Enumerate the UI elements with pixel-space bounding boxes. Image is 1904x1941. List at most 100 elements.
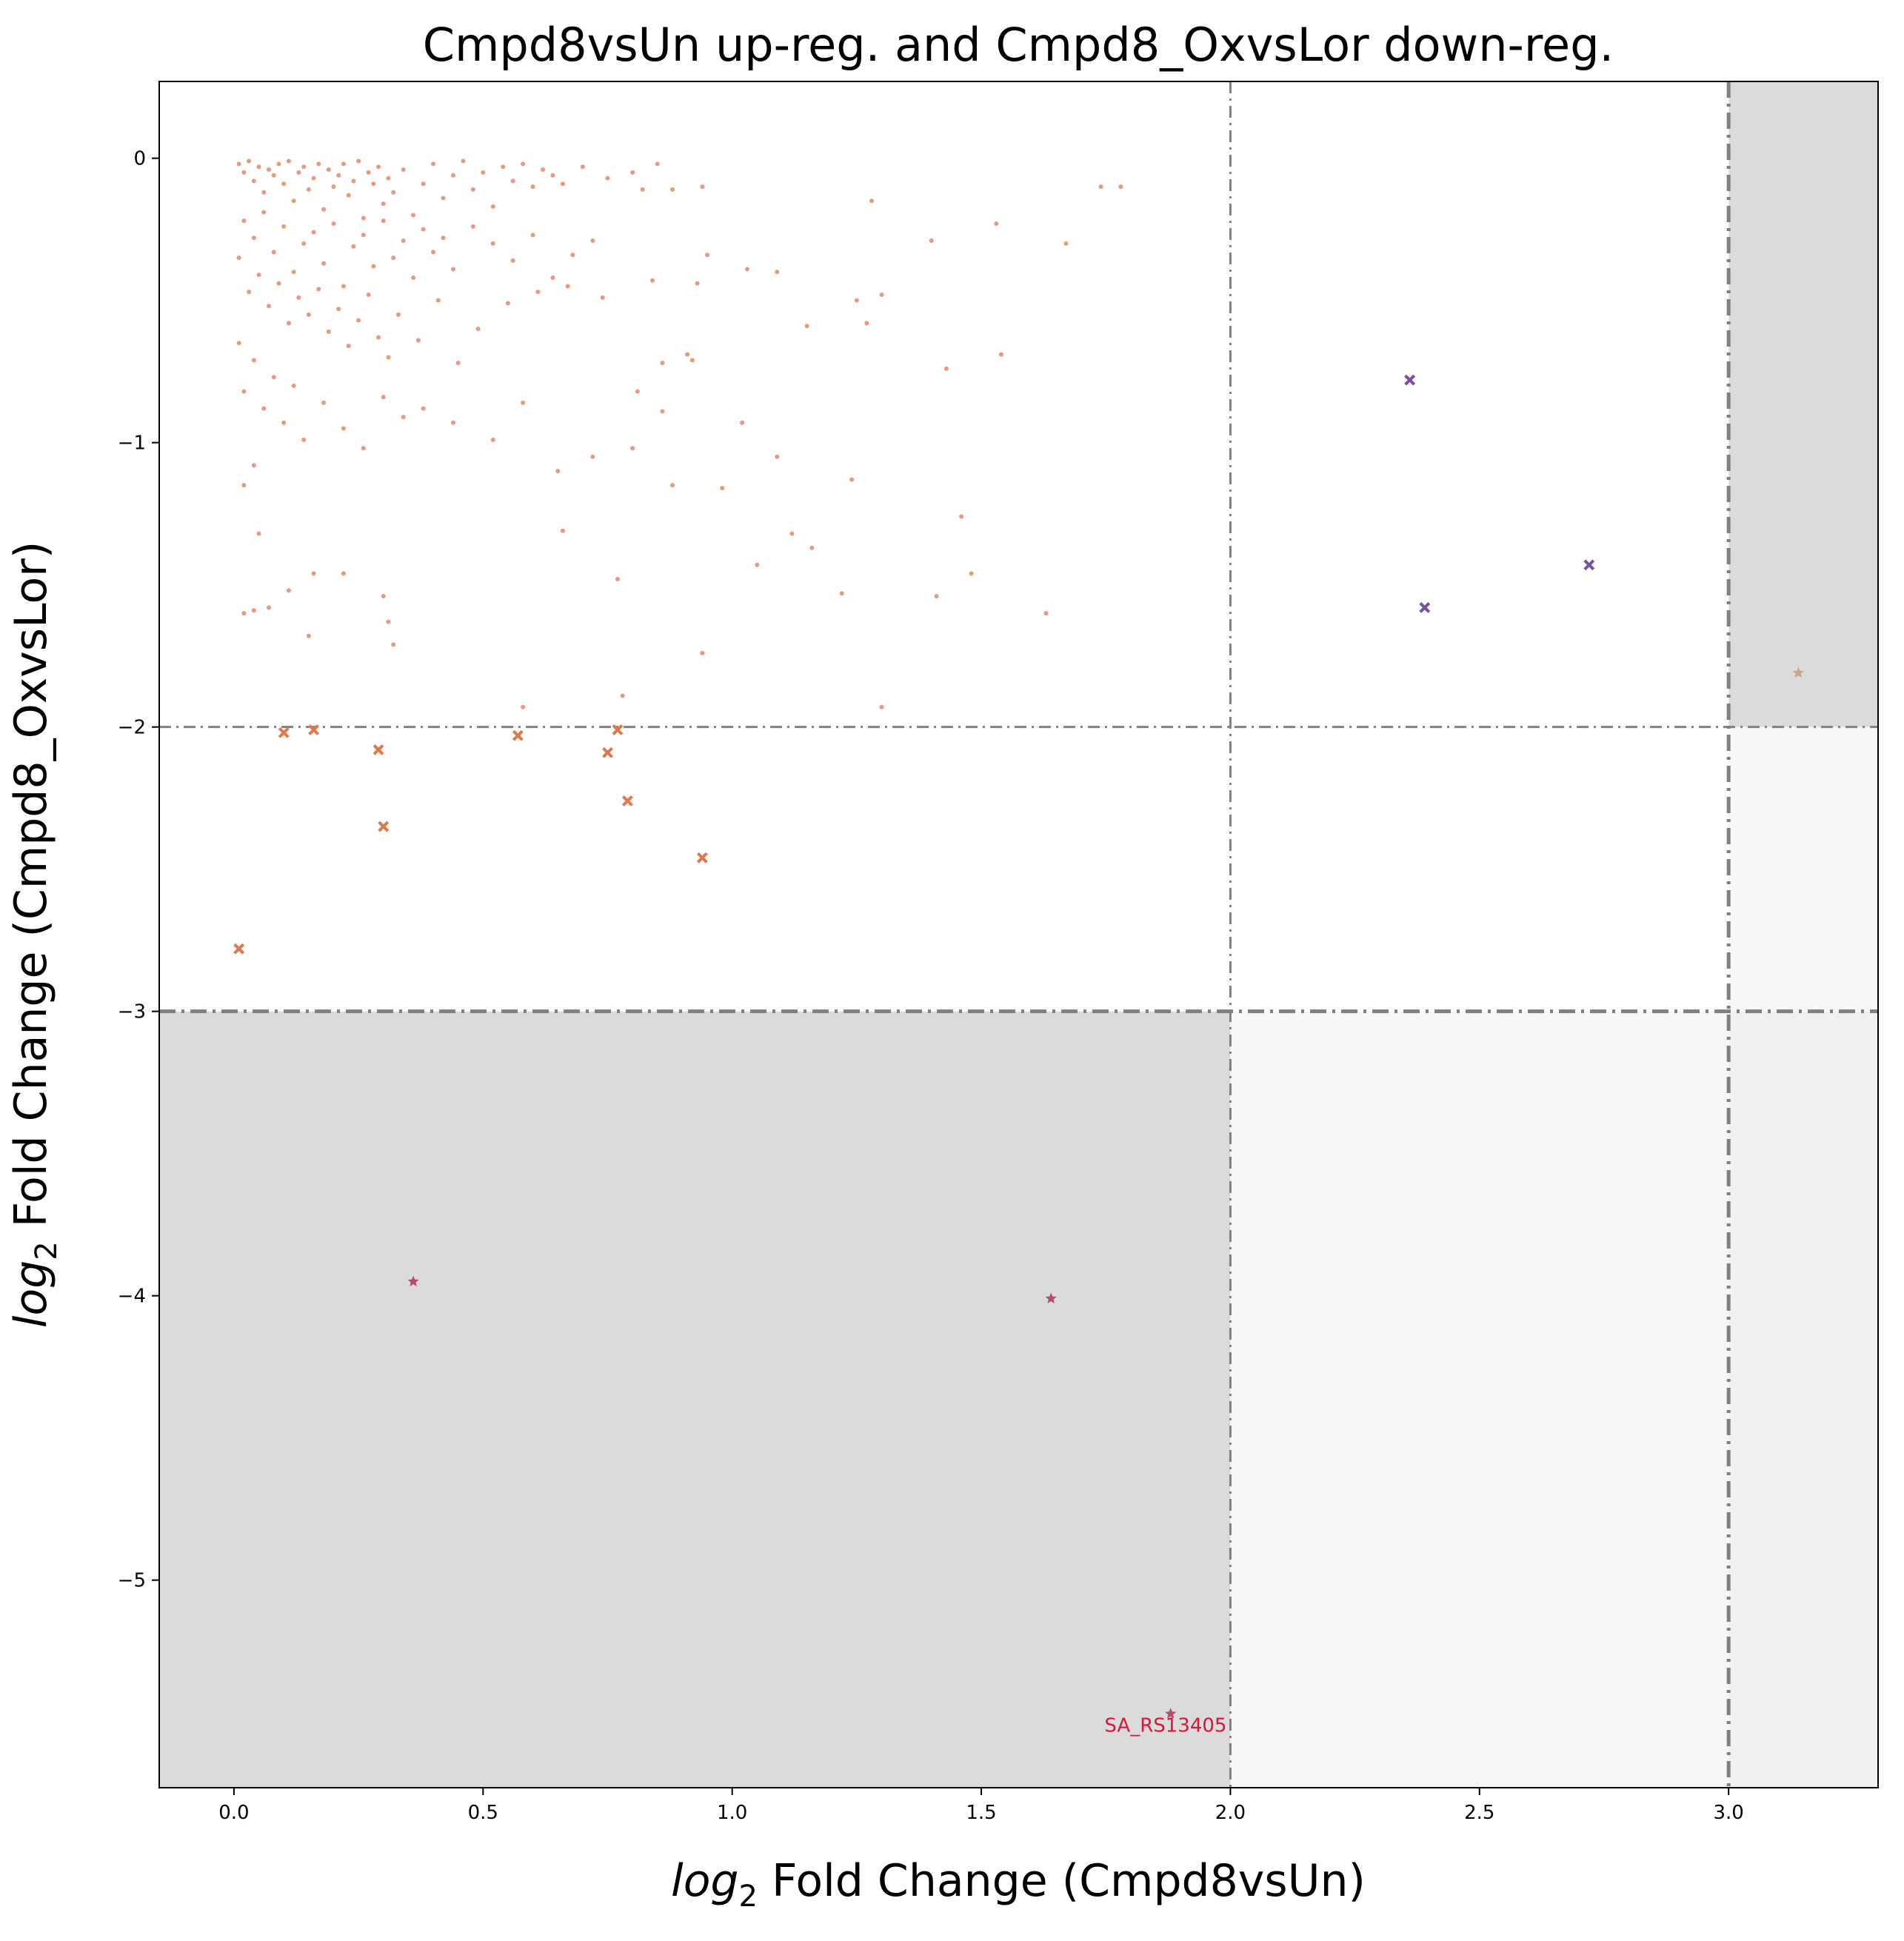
data-point	[341, 284, 346, 289]
data-point	[630, 446, 635, 451]
data-point	[306, 312, 311, 317]
data-point	[371, 264, 376, 269]
data-point	[934, 594, 939, 599]
data-points	[233, 158, 1804, 1719]
data-point	[1118, 184, 1123, 190]
x-tick-label: 1.5	[966, 1802, 996, 1824]
data-point-star-marker	[407, 1275, 419, 1286]
data-point	[809, 545, 815, 550]
data-point	[281, 224, 287, 229]
data-point	[530, 184, 535, 190]
shaded-region	[1728, 81, 1878, 727]
data-point	[565, 284, 570, 289]
data-point	[286, 321, 291, 326]
data-point	[1063, 241, 1069, 246]
data-point	[371, 181, 376, 187]
data-point	[640, 187, 645, 192]
data-point	[261, 406, 267, 411]
shaded-regions	[159, 81, 1878, 1788]
data-point-star-marker	[1045, 1292, 1057, 1303]
data-point	[267, 304, 272, 309]
data-point	[286, 588, 291, 593]
data-point	[271, 173, 276, 178]
data-point	[929, 238, 934, 244]
data-point	[660, 409, 665, 414]
data-point	[839, 591, 844, 596]
data-point	[510, 178, 515, 184]
data-point	[505, 301, 510, 306]
data-point	[251, 358, 256, 363]
data-point	[1043, 611, 1049, 616]
y-tick-label: −5	[118, 1570, 146, 1592]
data-point	[321, 207, 327, 212]
data-point	[705, 253, 710, 258]
data-point	[590, 238, 595, 244]
data-point	[241, 170, 247, 175]
data-point	[401, 415, 406, 420]
data-point	[475, 327, 481, 332]
data-point	[256, 273, 261, 278]
data-point	[450, 267, 455, 272]
data-point	[241, 389, 247, 394]
data-point	[236, 161, 241, 167]
data-point	[381, 218, 386, 224]
data-point	[247, 158, 252, 164]
data-point	[541, 167, 546, 173]
data-point	[326, 167, 331, 173]
data-point	[236, 255, 241, 261]
data-point	[998, 352, 1003, 357]
data-point	[450, 420, 455, 425]
y-axis-title-subscript: 2	[30, 1241, 64, 1260]
data-point	[879, 293, 884, 297]
data-point	[421, 181, 426, 187]
y-tick-label: −4	[118, 1286, 146, 1308]
data-point	[395, 312, 401, 317]
data-point	[336, 173, 341, 178]
data-point	[276, 161, 281, 167]
x-tick-label: 3.0	[1713, 1802, 1743, 1824]
data-point-x-marker	[612, 724, 624, 735]
data-point	[306, 633, 311, 638]
data-point	[959, 514, 964, 519]
data-point	[381, 395, 386, 400]
data-point	[366, 170, 371, 175]
threshold-lines	[159, 81, 1878, 1788]
data-point-x-marker	[512, 729, 524, 741]
data-point	[251, 608, 256, 613]
data-point	[700, 650, 705, 655]
shaded-region	[1230, 1011, 1729, 1788]
data-point	[271, 250, 276, 255]
data-point	[321, 400, 327, 405]
data-point-x-marker	[621, 795, 633, 806]
data-point	[241, 483, 247, 488]
x-axis-ticks: 0.0 0.5 1.0 1.5 2.0 2.5 3.0	[218, 1788, 1744, 1824]
y-axis-title: log2 Fold Change (Cmpd8_OxvsLor)	[5, 541, 64, 1328]
data-point	[560, 181, 565, 187]
data-point	[635, 389, 640, 394]
data-point	[356, 318, 361, 323]
data-point-x-marker	[696, 852, 708, 863]
data-point	[311, 230, 316, 235]
data-point	[281, 181, 287, 187]
data-point	[391, 190, 396, 195]
data-point-x-marker	[1583, 559, 1595, 571]
data-point	[994, 221, 999, 226]
data-point	[341, 161, 346, 167]
data-point	[431, 250, 436, 255]
data-point-x-marker	[373, 744, 384, 755]
data-point	[336, 307, 341, 312]
data-point	[421, 406, 426, 411]
data-point	[849, 477, 855, 482]
data-point	[381, 594, 386, 599]
data-point	[346, 344, 351, 349]
data-point	[376, 164, 381, 170]
data-point	[560, 528, 565, 533]
data-point	[580, 164, 585, 170]
data-point	[854, 298, 859, 303]
data-point	[685, 352, 690, 357]
data-point	[321, 261, 327, 266]
data-point	[236, 341, 241, 346]
data-point-x-marker	[602, 746, 613, 758]
data-point-star-marker	[1792, 667, 1804, 678]
